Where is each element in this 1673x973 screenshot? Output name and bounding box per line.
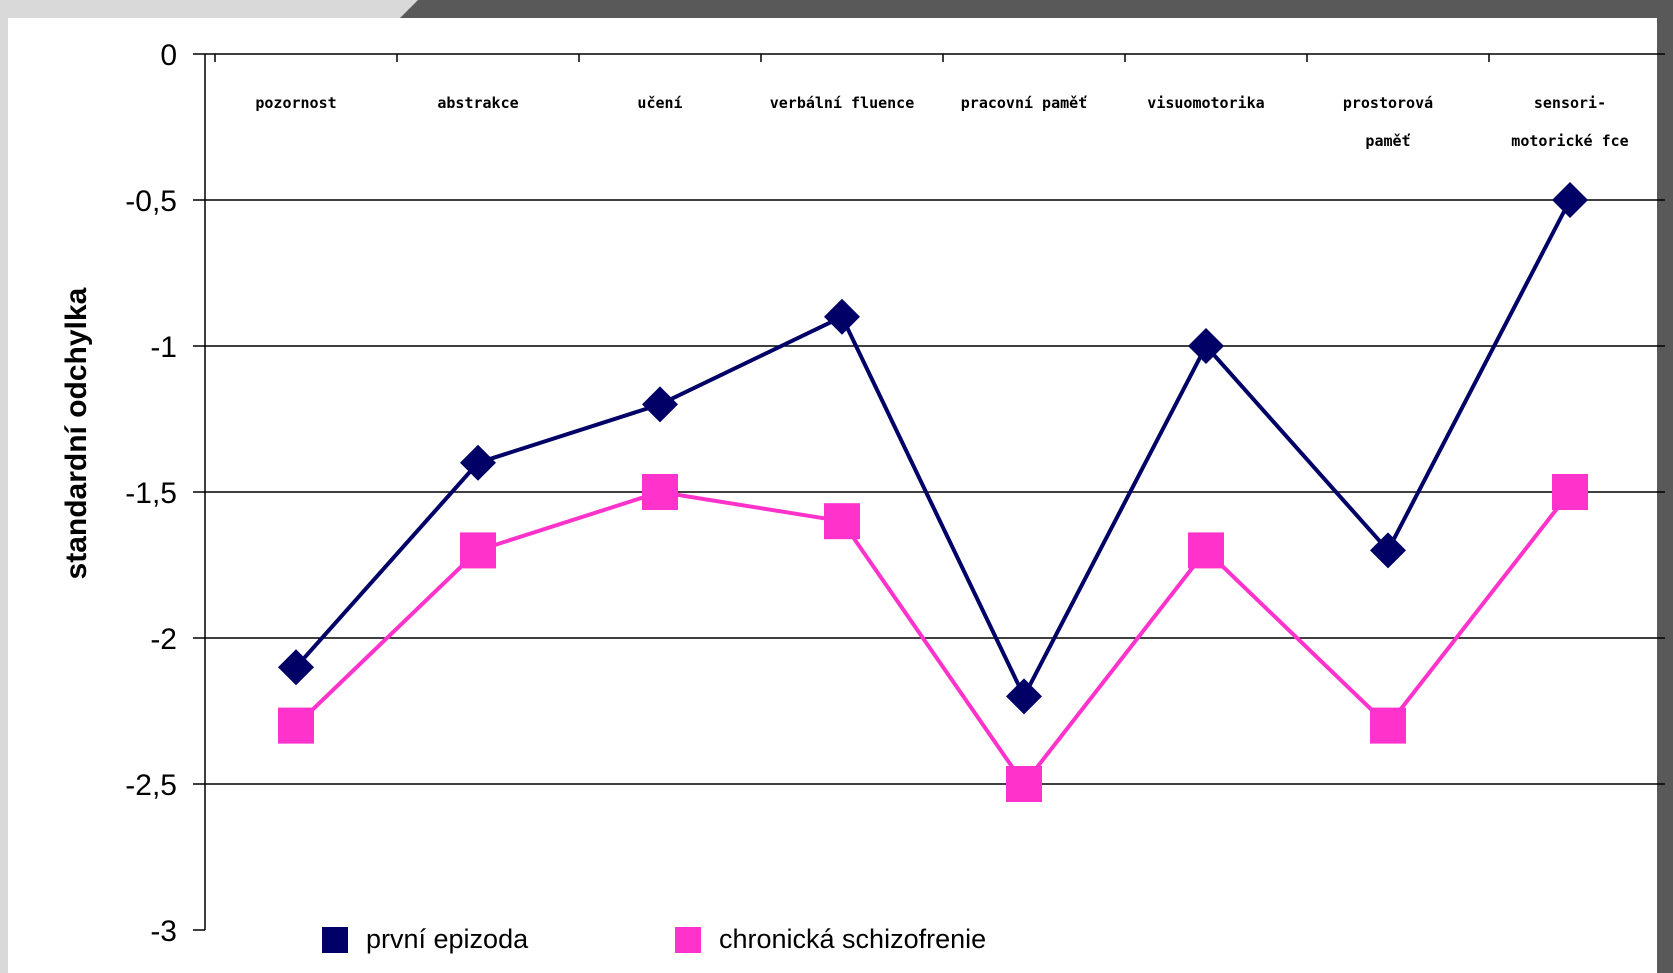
data-point-diamond [1006, 678, 1042, 715]
slide-frame-notch [0, 0, 418, 18]
data-point-diamond [642, 386, 678, 423]
series-line-0 [294, 199, 1572, 701]
data-point-square [1370, 707, 1406, 744]
y-tick-label: -3 [150, 915, 177, 948]
category-label: verbální fluence [770, 94, 915, 112]
legend-label: chronická schizofrenie [719, 924, 986, 954]
data-point-square [1188, 532, 1224, 569]
legend-swatch [675, 927, 701, 953]
slide-frame-right [1657, 18, 1673, 973]
chart-panel [8, 18, 1665, 973]
data-point-diamond [1188, 328, 1224, 364]
data-point-square [460, 532, 496, 569]
data-point-diamond [1370, 532, 1406, 569]
y-tick-label: -1 [150, 331, 177, 364]
data-point-diamond [1552, 182, 1588, 218]
y-tick-label: -2,5 [125, 769, 177, 802]
legend-label: první epizoda [366, 924, 529, 954]
data-point-diamond [278, 649, 314, 686]
category-label: abstrakce [437, 94, 518, 112]
category-label: motorické fce [1511, 132, 1628, 150]
slide-frame-top [0, 0, 1673, 18]
category-label: prostorová [1343, 94, 1433, 112]
category-label: paměť [1365, 132, 1410, 150]
y-tick-label: 0 [160, 39, 177, 72]
series-line-1 [294, 489, 1572, 788]
category-label: pozornost [255, 94, 336, 112]
y-axis-title: standardní odchylka [60, 287, 93, 579]
legend-swatch [322, 927, 348, 953]
category-label: sensori- [1534, 94, 1606, 112]
category-label: visuomotorika [1147, 94, 1264, 112]
y-tick-label: -0,5 [125, 185, 177, 218]
data-point-square [824, 503, 860, 540]
category-label: učení [637, 94, 682, 112]
y-tick-label: -2 [150, 623, 177, 656]
data-point-square [1006, 766, 1042, 802]
data-point-diamond [460, 444, 496, 481]
data-point-diamond [824, 298, 860, 335]
category-label: pracovní paměť [961, 94, 1087, 112]
data-point-square [278, 707, 314, 744]
data-point-square [642, 474, 678, 510]
y-tick-label: -1,5 [125, 477, 177, 510]
data-point-square [1552, 474, 1588, 510]
